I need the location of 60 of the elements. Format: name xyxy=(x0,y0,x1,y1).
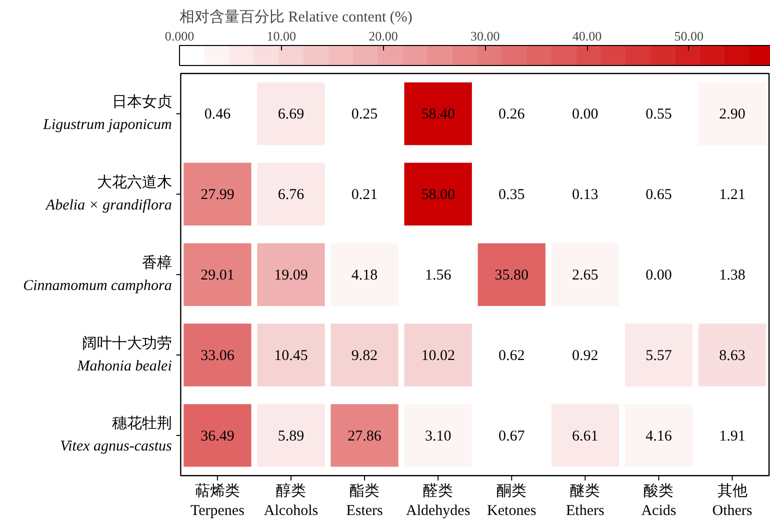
y-tick-label: 穗花牡荆 Vitex agnus-castus xyxy=(60,415,172,455)
data-label: 33.06 xyxy=(200,348,235,364)
data-label: 0.67 xyxy=(498,428,526,444)
color-bar-label: 40.00 xyxy=(572,28,602,44)
data-label: 6.76 xyxy=(278,187,305,204)
data-label: 1.56 xyxy=(424,268,452,284)
data-label: 5.89 xyxy=(278,428,304,444)
x-tick-label: 萜烯类 Terpenes xyxy=(190,482,245,519)
data-label: 5.57 xyxy=(646,348,672,364)
data-label: 2.90 xyxy=(719,106,746,123)
data-label: 19.09 xyxy=(274,268,308,284)
data-label: 2.65 xyxy=(572,268,598,284)
data-label: 58.00 xyxy=(421,187,455,204)
data-label: 4.18 xyxy=(351,268,378,284)
y-tick-label: 阔叶十大功劳 Mahonia bealei xyxy=(76,334,172,374)
data-label: 8.63 xyxy=(719,348,746,364)
color-bar-label: 50.00 xyxy=(674,28,704,44)
data-label: 0.35 xyxy=(498,187,525,204)
data-label: 1.38 xyxy=(719,268,746,284)
x-tick-label: 酮类 Ketones xyxy=(487,482,536,519)
data-label: 27.86 xyxy=(348,428,382,444)
data-label: 0.00 xyxy=(572,106,598,123)
color-bar-label: 20.00 xyxy=(368,28,398,44)
data-label: 1.21 xyxy=(719,187,746,204)
data-label: 0.21 xyxy=(351,187,378,204)
data-label: 0.55 xyxy=(646,106,672,123)
data-label: 6.69 xyxy=(278,106,304,123)
data-label: 29.01 xyxy=(200,268,234,284)
data-label: 3.10 xyxy=(424,428,452,444)
data-label: 4.16 xyxy=(646,428,672,444)
data-label: 0.92 xyxy=(572,348,598,364)
data-label: 36.49 xyxy=(200,428,234,444)
data-label: 0.65 xyxy=(646,187,672,204)
y-tick-label: 大花六道木 Abelia × grandiflora xyxy=(44,174,172,214)
data-label: 6.61 xyxy=(572,428,598,444)
data-label: 10.45 xyxy=(274,348,308,364)
x-tick-label: 酯类 Esters xyxy=(346,482,384,519)
color-bar-label: 0.000 xyxy=(164,28,194,44)
data-label: 0.13 xyxy=(572,187,598,204)
data-label: 0.26 xyxy=(498,106,526,123)
data-label: 10.02 xyxy=(421,348,455,364)
x-tick-label: 酸类 Acids xyxy=(641,482,676,519)
data-label: 58.40 xyxy=(421,106,455,123)
x-tick-label: 其他 Others xyxy=(712,482,752,519)
data-label: 9.82 xyxy=(351,348,378,364)
x-tick-label: 醛类 Aldehydes xyxy=(406,482,470,519)
data-label: 0.25 xyxy=(351,106,378,123)
y-tick-label: 日本女贞 Ligustrum japonicum xyxy=(42,93,172,133)
data-label: 1.91 xyxy=(719,428,746,444)
data-label: 0.00 xyxy=(646,268,672,284)
data-label: 35.80 xyxy=(494,268,528,284)
data-label: 0.62 xyxy=(498,348,525,364)
y-tick-label: 香樟 Cinnamomum camphora xyxy=(23,254,172,294)
data-label: 27.99 xyxy=(200,187,234,204)
x-tick-label: 醇类 Alcohols xyxy=(264,482,318,519)
color-bar-label: 10.00 xyxy=(266,28,296,44)
color-bar-title: 相对含量百分比 Relative content (%) xyxy=(180,8,412,26)
x-tick-label: 醚类 Ethers xyxy=(566,482,604,519)
data-label: 0.46 xyxy=(204,106,232,123)
color-bar-label: 30.00 xyxy=(470,28,500,44)
